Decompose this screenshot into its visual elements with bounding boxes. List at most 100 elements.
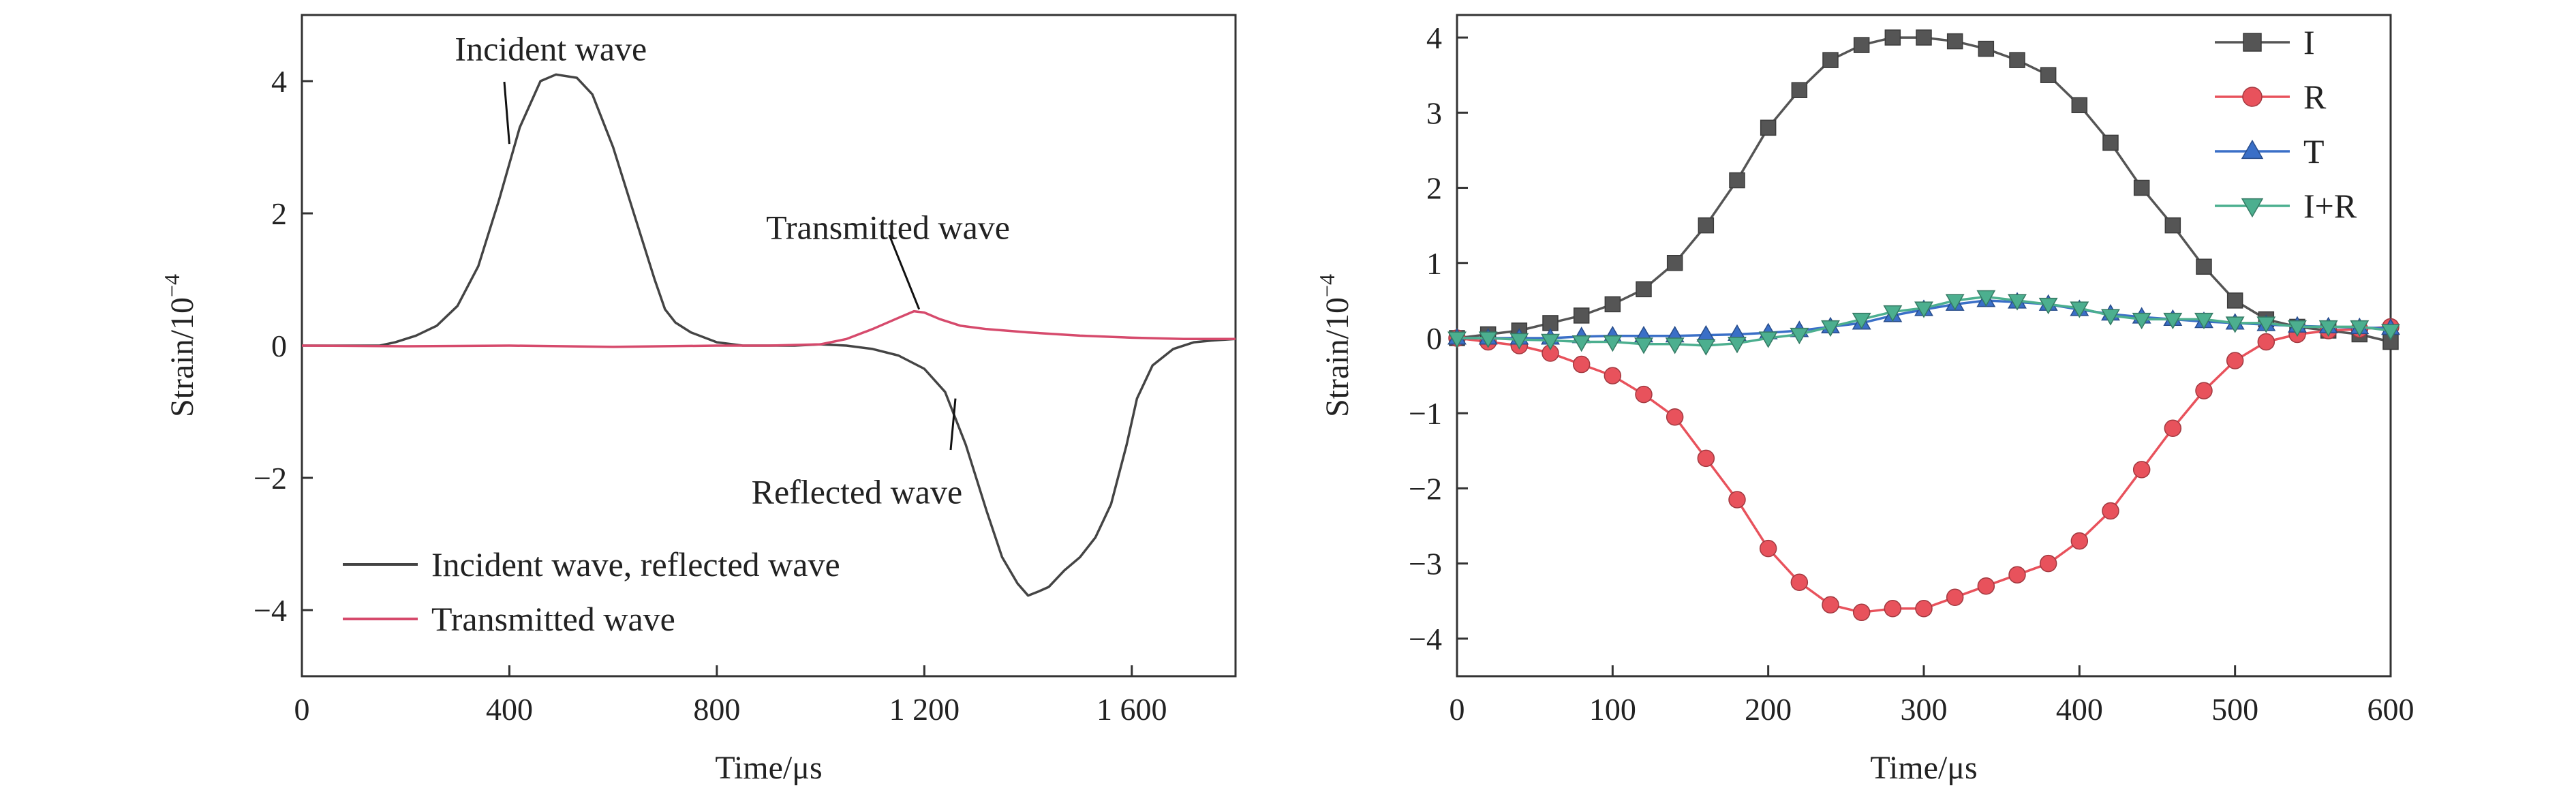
data-point-i xyxy=(1604,296,1621,313)
legend-marker xyxy=(2243,33,2262,52)
series-line-r xyxy=(1456,325,2391,614)
y-tick-label: 4 xyxy=(1426,20,1442,55)
y-tick-label: −1 xyxy=(1409,396,1442,431)
data-point-r xyxy=(1728,491,1746,509)
data-point-i-r xyxy=(2256,316,2276,333)
x-tick-label: 0 xyxy=(1450,692,1465,727)
data-point-r xyxy=(1604,367,1622,384)
data-point-i-r xyxy=(2318,320,2338,337)
annotation-leader-line xyxy=(949,398,957,451)
data-point-r xyxy=(2195,382,2213,399)
left-y-axis-label-main: Strain/10 xyxy=(164,297,200,417)
data-point-i xyxy=(2164,217,2181,234)
data-point-i xyxy=(2040,67,2057,83)
x-tick-label: 500 xyxy=(2211,692,2258,727)
data-point-i xyxy=(1573,307,1590,324)
y-tick-label: −4 xyxy=(1409,622,1442,656)
data-point-i xyxy=(1698,217,1715,234)
data-point-r xyxy=(1977,577,1995,595)
annotation-label: Transmitted wave xyxy=(766,208,1010,246)
data-point-r xyxy=(2164,419,2182,437)
y-tick-label: 2 xyxy=(271,196,287,231)
x-tick-label: 400 xyxy=(486,692,533,727)
data-point-i xyxy=(2102,134,2119,151)
right-y-axis-label: Strain/10−4 xyxy=(1315,274,1355,417)
data-point-i-r xyxy=(1883,305,1903,322)
y-tick-label: 4 xyxy=(271,64,287,99)
data-point-i-r xyxy=(2008,294,2027,311)
data-point-t xyxy=(1696,324,1716,342)
left-y-axis-label: Strain/10−4 xyxy=(159,274,200,417)
data-point-i-r xyxy=(1634,337,1653,354)
legend-label: Incident wave, reflected wave xyxy=(431,545,840,584)
data-point-i-r xyxy=(2381,324,2400,341)
data-point-i-r xyxy=(2101,309,2120,326)
data-point-i xyxy=(1822,52,1839,68)
annotation-leader-line xyxy=(503,81,510,145)
data-point-i xyxy=(1884,29,1901,46)
series-line-transmitted-wave xyxy=(301,309,1236,348)
data-point-i-r xyxy=(2194,312,2213,330)
data-point-r xyxy=(2039,554,2057,573)
data-point-i xyxy=(1853,37,1870,53)
y-tick-label: 0 xyxy=(1426,321,1442,356)
data-point-i-r xyxy=(2288,320,2307,337)
y-tick-label: 3 xyxy=(1426,95,1442,130)
left-x-axis-label: Time/μs xyxy=(715,750,822,786)
legend-label: Transmitted wave xyxy=(431,600,675,638)
data-point-r xyxy=(1759,539,1777,558)
data-point-r xyxy=(1697,449,1715,468)
y-tick-label: 2 xyxy=(1426,171,1442,206)
data-point-i-r xyxy=(1447,331,1467,348)
data-point-r xyxy=(1822,596,1839,614)
data-point-r xyxy=(2132,461,2151,479)
y-tick-label: −4 xyxy=(254,593,287,628)
y-tick-label: −2 xyxy=(254,461,287,496)
data-point-i xyxy=(1916,29,1932,46)
legend-label: T xyxy=(2303,132,2325,170)
data-point-i xyxy=(2133,179,2150,196)
data-point-i-r xyxy=(1696,339,1716,356)
data-point-r xyxy=(1572,355,1591,374)
data-point-i xyxy=(1729,172,1745,189)
y-tick-label: 1 xyxy=(1426,246,1442,281)
x-tick-label: 300 xyxy=(1901,692,1948,727)
data-point-r xyxy=(1635,385,1653,404)
y-tick-label: −2 xyxy=(1409,471,1442,506)
left-legend: Incident wave, reflected wave Transmitted… xyxy=(343,545,840,638)
data-point-r xyxy=(2102,502,2119,520)
data-point-i-r xyxy=(2225,316,2245,333)
right-legend: IRT I+R xyxy=(2215,23,2357,225)
data-point-i-r xyxy=(1478,331,1498,348)
data-point-i-r xyxy=(1509,333,1529,350)
legend-marker xyxy=(2241,139,2264,160)
left-chart: 0 400 800 1 200 1 600 4 2 0 −2 −4 Incident wave Tr… xyxy=(159,14,1237,786)
data-point-r xyxy=(2226,352,2244,369)
data-point-i-r xyxy=(1758,331,1778,348)
series-line-incident-wave-reflected-wave xyxy=(302,73,1236,597)
left-y-axis-label-exponent: −4 xyxy=(159,274,184,297)
x-tick-label: 0 xyxy=(294,692,310,727)
data-point-i-r xyxy=(1945,294,1965,311)
data-point-i xyxy=(1760,119,1777,136)
legend-label: R xyxy=(2303,78,2327,116)
y-tick-label: −3 xyxy=(1409,547,1442,581)
annotation-leader-line xyxy=(888,234,921,310)
data-point-r xyxy=(1852,603,1871,622)
legend-marker xyxy=(2241,198,2264,218)
x-tick-label: 600 xyxy=(2367,692,2414,727)
x-tick-label: 100 xyxy=(1589,692,1636,727)
series-line-i xyxy=(1456,36,2391,344)
x-tick-label: 800 xyxy=(693,692,740,727)
annotation-label: Reflected wave xyxy=(752,472,963,511)
right-y-axis-label-main: Strain/10 xyxy=(1319,297,1355,417)
x-tick-label: 200 xyxy=(1745,692,1792,727)
data-point-i xyxy=(2009,52,2025,68)
data-point-r xyxy=(1915,600,1933,618)
data-point-i xyxy=(2196,258,2212,275)
data-point-i-r xyxy=(1571,335,1591,352)
right-y-axis-label-exponent: −4 xyxy=(1315,274,1339,297)
y-tick-label: 0 xyxy=(271,329,287,363)
